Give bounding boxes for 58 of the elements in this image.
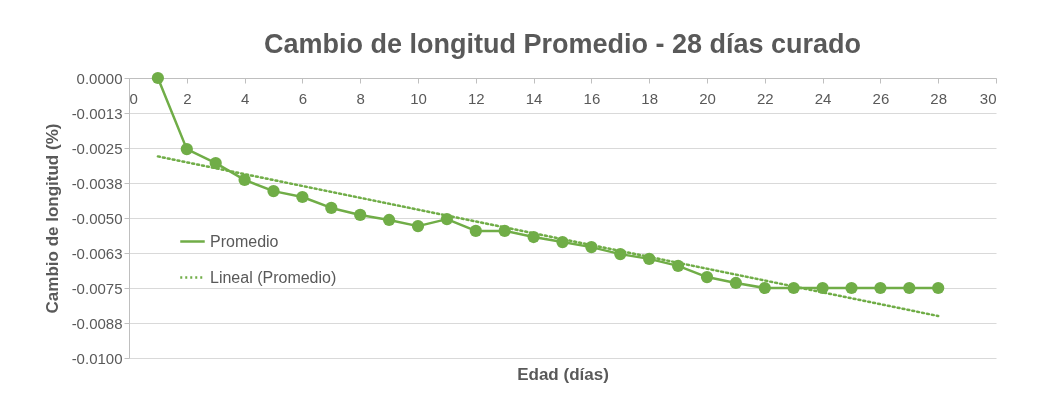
point xyxy=(758,281,771,295)
point xyxy=(411,220,425,233)
point xyxy=(267,185,280,198)
point xyxy=(614,248,627,261)
point xyxy=(296,190,309,204)
point xyxy=(382,213,396,227)
point xyxy=(643,252,656,265)
x-tick-label: 18 xyxy=(641,89,659,107)
point xyxy=(585,241,598,254)
x-tick-label: 4 xyxy=(240,89,250,107)
x-tick-label: 28 xyxy=(930,89,948,107)
x-tick-label: 2 xyxy=(183,89,192,107)
x-tick-label: 0 xyxy=(129,89,138,107)
point xyxy=(238,173,251,187)
point xyxy=(151,71,165,85)
point xyxy=(671,259,685,272)
point xyxy=(700,270,714,284)
x-tick-label: 22 xyxy=(756,89,774,107)
y-tick-label: 0.0000 xyxy=(76,69,123,87)
y-tick-label: -0.0075 xyxy=(71,279,123,297)
point xyxy=(440,213,454,226)
point xyxy=(932,281,945,295)
x-tick-label: 6 xyxy=(298,89,308,107)
point xyxy=(209,157,222,170)
chart-title: Cambio de longitud Promedio - 28 días curado xyxy=(263,29,862,59)
y-axis-title: Cambio de longitud (%) xyxy=(42,123,62,314)
x-axis-title: Edad (días) xyxy=(517,364,609,384)
point xyxy=(325,201,338,215)
x-tick-label: 24 xyxy=(814,89,832,107)
y-tick-label: -0.0050 xyxy=(71,209,123,227)
y-tick-label: -0.0100 xyxy=(71,349,123,367)
point xyxy=(527,230,540,244)
x-tick-label: 12 xyxy=(467,89,485,107)
x-tick-label: 30 xyxy=(979,89,997,107)
y-tick-label: -0.0063 xyxy=(71,244,123,262)
point xyxy=(556,235,569,249)
y-tick-label: -0.0038 xyxy=(71,174,123,192)
point xyxy=(845,281,858,295)
point xyxy=(903,281,916,295)
point xyxy=(874,281,887,295)
point xyxy=(354,208,367,222)
x-tick-label: 16 xyxy=(583,89,601,107)
y-tick-label: -0.0088 xyxy=(71,314,123,332)
x-tick-label: 20 xyxy=(699,89,716,107)
point xyxy=(787,281,800,295)
point xyxy=(729,276,743,290)
x-tick-label: 8 xyxy=(356,89,365,107)
point xyxy=(816,281,829,295)
x-tick-label: 14 xyxy=(525,89,543,107)
legend-label: Lineal (Promedio) xyxy=(210,268,337,286)
point xyxy=(498,224,511,237)
y-tick-label: -0.0025 xyxy=(71,139,123,157)
legend-label: Promedio xyxy=(210,232,279,250)
point xyxy=(469,224,482,237)
y-tick-label: -0.0013 xyxy=(71,104,123,122)
point xyxy=(180,143,193,156)
x-tick-label: 10 xyxy=(410,89,427,107)
x-tick-label: 26 xyxy=(872,89,890,107)
